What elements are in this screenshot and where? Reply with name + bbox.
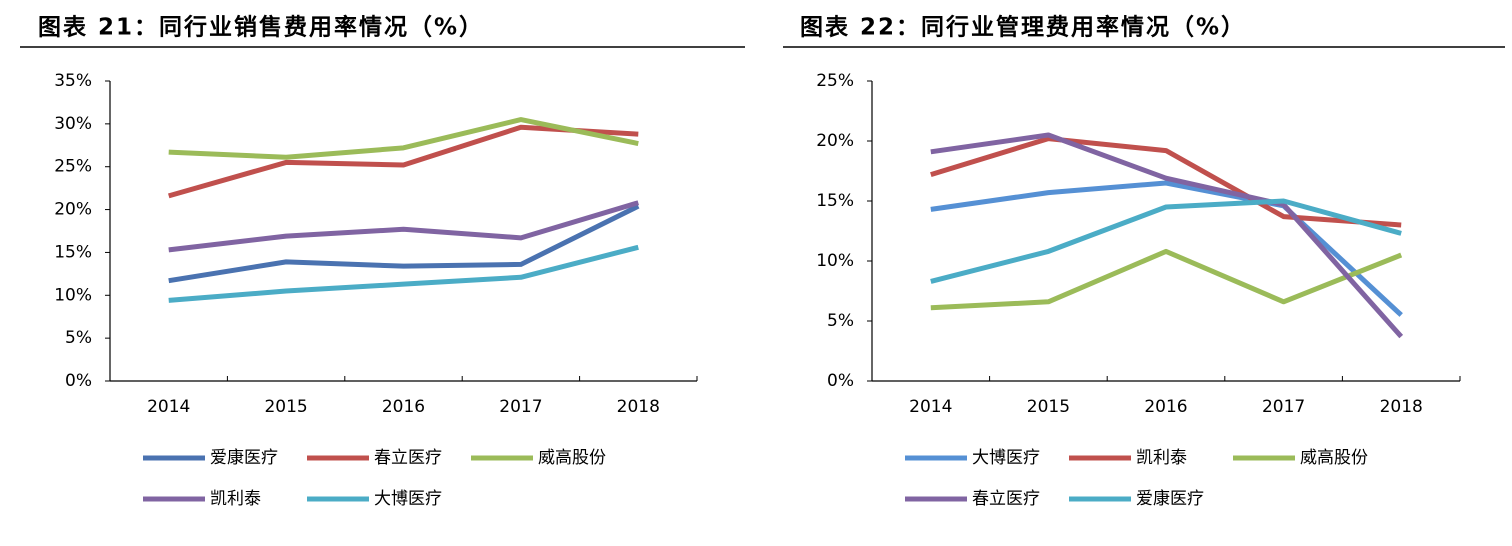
x-tick-label: 2018 [617,397,660,417]
legend-label: 爱康医疗 [210,448,278,468]
line-series [168,117,639,160]
chart-title: 图表 22：同行业管理费用率情况（%） [800,14,1246,41]
line-series [930,248,1403,311]
line-series [930,132,1404,339]
x-tick-label: 2016 [1144,397,1187,417]
x-tick-label: 2017 [1262,397,1305,417]
y-tick-label: 15% [816,191,854,211]
line-series [930,136,1402,228]
line-series [930,198,1402,284]
y-tick-label: 25% [54,157,92,177]
line-series [168,203,640,284]
y-tick-label: 20% [816,131,854,151]
y-tick-label: 5% [827,311,854,331]
x-tick-label: 2018 [1380,397,1423,417]
line-series [168,200,640,253]
y-tick-label: 10% [54,285,92,305]
legend-label: 凯利泰 [1136,448,1187,468]
x-tick-label: 2017 [499,397,542,417]
legend-label: 爱康医疗 [1136,489,1204,509]
y-tick-label: 15% [54,242,92,262]
y-tick-label: 0% [65,371,92,391]
line-series [168,124,639,199]
line-series [168,244,639,303]
legend-label: 威高股份 [538,448,606,468]
legend-label: 春立医疗 [374,448,442,468]
y-tick-label: 0% [827,371,854,391]
legend-label: 威高股份 [1300,448,1368,468]
legend-label: 大博医疗 [374,489,442,509]
legend-label: 春立医疗 [972,489,1040,509]
x-tick-label: 2016 [382,397,425,417]
y-tick-label: 30% [54,114,92,134]
x-tick-label: 2014 [909,397,952,417]
y-tick-label: 20% [54,200,92,220]
x-tick-label: 2015 [1027,397,1070,417]
y-tick-label: 10% [816,251,854,271]
line-series [930,180,1403,317]
y-tick-label: 5% [65,328,92,348]
legend-label: 凯利泰 [210,489,261,509]
legend-label: 大博医疗 [972,448,1040,468]
x-tick-label: 2014 [147,397,190,417]
chart-title: 图表 21：同行业销售费用率情况（%） [38,14,484,41]
x-tick-label: 2015 [264,397,307,417]
y-tick-label: 35% [54,71,92,91]
y-tick-label: 25% [816,71,854,91]
